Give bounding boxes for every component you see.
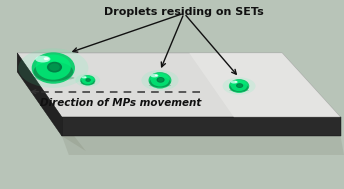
Ellipse shape	[230, 81, 238, 84]
Text: Direction of MPs movement: Direction of MPs movement	[40, 98, 201, 108]
Ellipse shape	[149, 84, 171, 87]
Polygon shape	[17, 72, 86, 151]
Ellipse shape	[157, 77, 165, 83]
Ellipse shape	[85, 78, 91, 82]
Ellipse shape	[150, 74, 158, 77]
Polygon shape	[17, 53, 341, 117]
Polygon shape	[62, 136, 344, 155]
Ellipse shape	[33, 62, 73, 81]
Polygon shape	[62, 117, 341, 136]
Ellipse shape	[151, 73, 169, 87]
Ellipse shape	[32, 52, 75, 84]
Ellipse shape	[158, 78, 163, 82]
Ellipse shape	[36, 55, 71, 80]
Ellipse shape	[229, 89, 249, 91]
Ellipse shape	[18, 48, 88, 88]
Polygon shape	[17, 53, 62, 136]
Ellipse shape	[86, 79, 90, 81]
Ellipse shape	[149, 77, 171, 87]
Ellipse shape	[80, 83, 95, 84]
Ellipse shape	[81, 78, 95, 85]
Ellipse shape	[230, 83, 248, 92]
Text: Droplets residing on SETs: Droplets residing on SETs	[104, 7, 264, 17]
Ellipse shape	[231, 80, 247, 91]
Ellipse shape	[49, 63, 60, 71]
Ellipse shape	[82, 76, 94, 84]
Ellipse shape	[223, 77, 256, 95]
Ellipse shape	[32, 75, 74, 81]
Ellipse shape	[155, 75, 158, 76]
Ellipse shape	[235, 81, 237, 83]
Ellipse shape	[141, 70, 179, 91]
Ellipse shape	[149, 72, 171, 89]
Ellipse shape	[229, 79, 249, 93]
Ellipse shape	[237, 84, 242, 87]
Ellipse shape	[47, 62, 62, 73]
Ellipse shape	[84, 77, 86, 78]
Ellipse shape	[81, 76, 87, 78]
Ellipse shape	[236, 83, 243, 88]
Ellipse shape	[35, 56, 50, 63]
Ellipse shape	[44, 57, 49, 60]
Polygon shape	[189, 53, 341, 117]
Ellipse shape	[80, 75, 95, 86]
Ellipse shape	[75, 74, 100, 87]
